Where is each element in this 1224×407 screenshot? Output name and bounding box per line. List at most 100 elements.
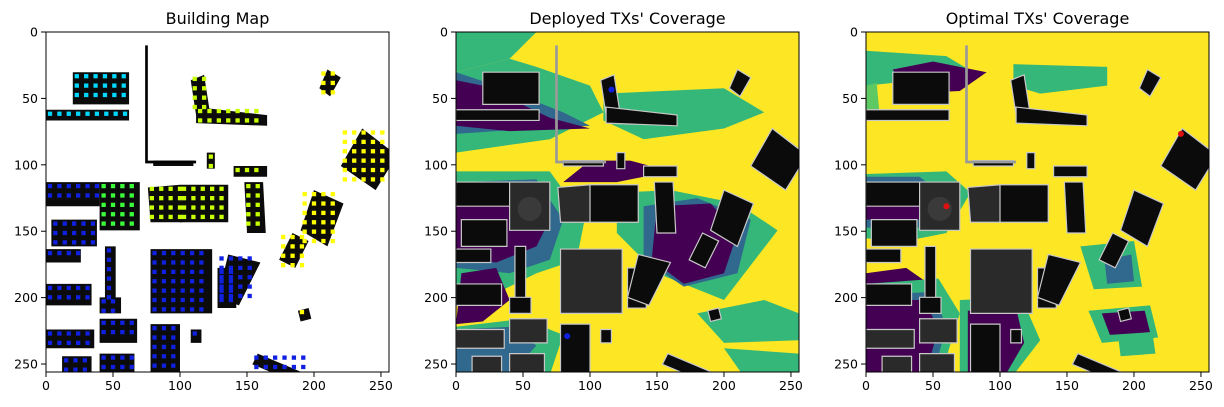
x-tick-label: 250: [369, 378, 393, 393]
receiver-marker: [102, 83, 108, 88]
receiver-marker: [171, 307, 176, 312]
receiver-marker: [199, 250, 204, 256]
building: [1138, 68, 1162, 98]
receiver-marker: [255, 212, 260, 217]
receiver-marker: [161, 297, 167, 303]
receiver-marker: [47, 111, 53, 116]
building: [456, 109, 540, 122]
receiver-marker: [180, 307, 185, 312]
receiver-marker: [226, 118, 231, 123]
receiver-marker: [290, 263, 295, 268]
coverage-region: [697, 300, 799, 343]
receiver-marker: [390, 168, 394, 172]
receiver-marker: [311, 201, 317, 206]
receiver-marker: [66, 285, 71, 291]
receiver-marker: [120, 320, 125, 325]
receiver-marker: [311, 220, 317, 225]
receiver-marker: [149, 205, 155, 210]
receiver-marker: [264, 374, 268, 378]
round-building: [517, 196, 542, 221]
axis-ticks: 0 50 100 150 200 250 0 50 100 150 200 250: [424, 25, 803, 394]
receiver-marker: [299, 234, 305, 240]
building: [642, 165, 678, 178]
receiver-marker: [129, 364, 134, 370]
receiver-marker: [129, 355, 134, 360]
receiver-marker: [302, 201, 307, 206]
receiver-marker: [93, 74, 98, 79]
building: [180, 184, 229, 223]
optimal-coverage-image: [866, 32, 1209, 372]
receiver-marker: [121, 83, 126, 88]
receiver-marker: [254, 167, 259, 173]
receiver-marker: [161, 279, 167, 284]
building: [319, 69, 341, 97]
building: [456, 248, 492, 264]
receiver-marker: [152, 279, 157, 284]
receiver-marker: [112, 74, 117, 79]
receiver-marker: [361, 130, 366, 135]
transmitter-marker: [943, 203, 950, 210]
receiver-marker: [246, 183, 251, 189]
receiver-marker: [161, 250, 167, 256]
receiver-marker: [228, 275, 234, 280]
receiver-marker: [159, 205, 164, 210]
receiver-marker: [192, 95, 197, 100]
receiver-marker: [85, 193, 90, 198]
building: [999, 184, 1049, 223]
receiver-marker: [177, 214, 183, 220]
receiver-marker: [149, 196, 155, 201]
receiver-marker: [110, 221, 116, 226]
receiver-marker: [110, 193, 116, 198]
building: [918, 353, 956, 372]
y-tick-label: 100: [424, 157, 448, 172]
y-tick-label: 250: [424, 357, 448, 372]
x-tick-label: 200: [1122, 378, 1146, 393]
receiver-marker: [192, 76, 197, 82]
receiver-marker: [180, 279, 185, 284]
receiver-marker: [200, 196, 205, 201]
receiver-marker: [106, 295, 112, 300]
receiver-marker: [219, 288, 224, 293]
receiver-marker: [191, 205, 196, 210]
x-tick-label: 0: [452, 378, 460, 393]
receiver-marker: [247, 265, 252, 270]
receiver-marker: [63, 367, 69, 372]
receiver-marker: [207, 118, 212, 123]
receiver-marker: [63, 358, 69, 363]
receiver-marker: [94, 193, 100, 198]
receiver-marker: [129, 221, 134, 226]
receiver-marker: [152, 250, 157, 256]
receiver-marker: [76, 285, 81, 291]
receiver-marker: [273, 374, 277, 378]
receiver-marker: [290, 244, 295, 249]
receiver-marker: [208, 154, 213, 159]
receiver-marker: [342, 158, 347, 163]
receiver-marker: [311, 210, 317, 216]
receiver-marker: [76, 193, 81, 198]
receiver-marker: [102, 92, 108, 98]
receiver-marker: [101, 308, 106, 313]
building: [688, 232, 720, 269]
receiver-marker: [321, 220, 326, 225]
receiver-marker: [101, 364, 106, 370]
receiver-marker: [290, 234, 295, 240]
y-tick-label: 200: [424, 290, 448, 305]
transmitter-marker: [1177, 130, 1184, 137]
x-tick-label: 100: [988, 378, 1012, 393]
receiver-marker: [110, 299, 116, 304]
building: [1119, 189, 1165, 248]
receiver-marker: [189, 288, 195, 293]
y-tick-label: 250: [14, 357, 38, 372]
receiver-marker: [82, 358, 88, 363]
receiver-marker: [207, 108, 212, 114]
receiver-marker: [120, 221, 125, 226]
building: [509, 296, 532, 314]
receiver-marker: [228, 279, 234, 284]
receiver-marker: [201, 86, 207, 91]
receiver-marker: [189, 269, 195, 275]
receiver-marker: [161, 344, 167, 350]
transmitter-marker: [608, 86, 615, 93]
x-tick-label: 200: [712, 378, 736, 393]
building: [750, 127, 799, 191]
y-tick-label: 50: [22, 91, 38, 106]
